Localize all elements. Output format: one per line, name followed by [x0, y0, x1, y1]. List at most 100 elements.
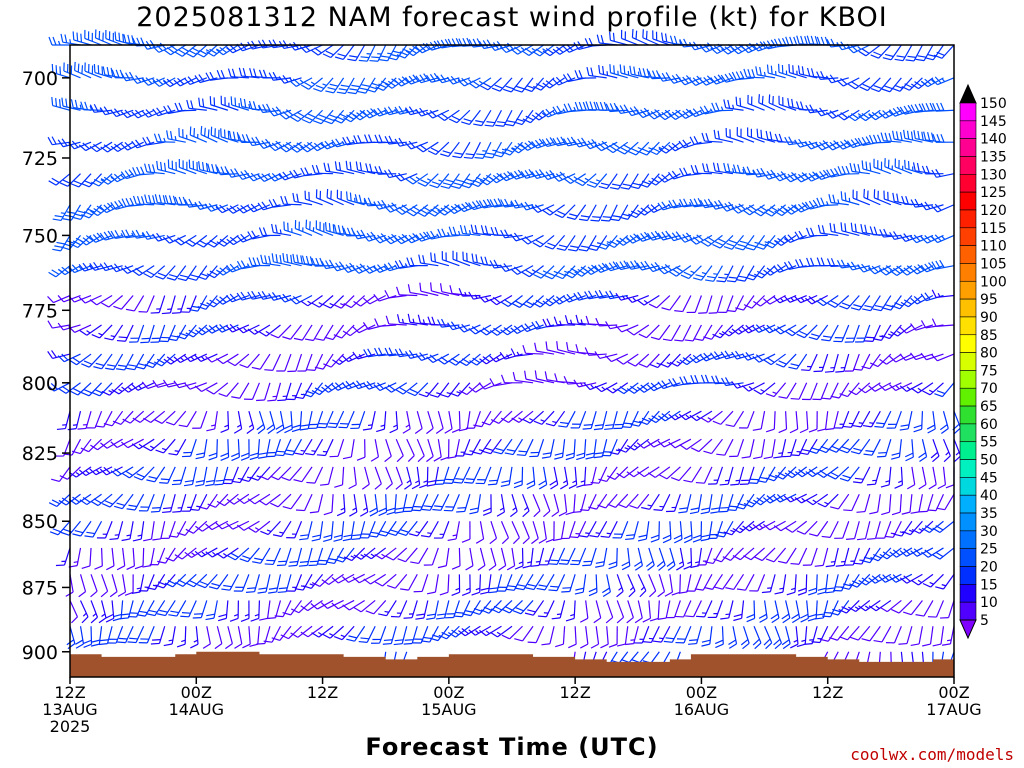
wind-barb [227, 353, 250, 367]
barb-staff [116, 438, 134, 449]
wind-barb [374, 466, 382, 490]
barb-feather [290, 116, 299, 122]
barb-half-feather [75, 471, 80, 476]
barb-feather [480, 256, 485, 265]
barb-feather [541, 643, 551, 646]
barb-feather [220, 428, 229, 433]
wind-barb [122, 410, 145, 424]
barb-feather [530, 564, 540, 567]
barb-feather [495, 150, 504, 155]
barb-feather [526, 84, 535, 90]
barb-staff [265, 324, 281, 337]
barb-feather [545, 298, 554, 305]
barb-feather [94, 389, 103, 394]
barb-staff [405, 547, 418, 563]
wind-barb [585, 439, 597, 460]
barb-feather [352, 351, 359, 360]
barb-feather [50, 383, 58, 390]
barb-staff [100, 600, 107, 619]
wind-barb [529, 438, 545, 458]
barb-staff [412, 44, 429, 57]
barb-staff [437, 439, 442, 458]
wind-barb [112, 410, 134, 425]
barb-feather [389, 428, 398, 434]
wind-barb [58, 382, 81, 394]
barb-staff [378, 294, 397, 302]
barb-staff [475, 77, 492, 89]
barb-feather [513, 121, 523, 126]
barb-half-feather [136, 587, 142, 590]
barb-feather [240, 452, 250, 457]
barb-feather [137, 362, 147, 367]
barb-staff [549, 626, 555, 644]
barb-half-feather [126, 534, 131, 537]
barb-feather [563, 376, 569, 385]
barb-feather [258, 69, 264, 79]
barb-staff [161, 353, 176, 367]
barb-half-feather [101, 613, 106, 617]
wind-barb [568, 626, 577, 649]
barb-staff [360, 599, 376, 613]
barb-feather [239, 98, 243, 107]
barb-feather [480, 609, 490, 614]
barb-feather [262, 227, 268, 236]
wind-barb [247, 172, 271, 182]
wind-barb [338, 410, 355, 429]
wind-barb [178, 158, 197, 175]
barb-feather [408, 106, 415, 115]
barb-feather [458, 428, 468, 432]
barb-staff [107, 141, 123, 153]
barb-staff [416, 438, 425, 457]
barb-staff [243, 493, 260, 505]
barb-staff [350, 295, 366, 308]
barb-staff [557, 349, 576, 355]
barb-feather [166, 235, 174, 242]
barb-feather [437, 565, 447, 569]
barb-staff [499, 77, 513, 92]
barb-half-feather [637, 71, 640, 76]
barb-feather [433, 456, 442, 462]
barb-staff [553, 410, 566, 427]
barb-feather [236, 206, 244, 214]
wind-barb [89, 294, 113, 306]
barb-feather [623, 65, 626, 75]
barb-staff [637, 574, 647, 591]
barb-staff [637, 493, 650, 509]
barb-staff [429, 520, 439, 538]
wind-barb [311, 573, 334, 587]
barb-staff [525, 378, 544, 384]
barb-feather [343, 556, 353, 562]
barb-feather [61, 97, 64, 107]
wind-barb [264, 353, 282, 371]
barb-feather [268, 72, 274, 81]
wind-barb [116, 547, 126, 571]
barb-half-feather [467, 79, 472, 83]
barb-feather [195, 329, 203, 336]
barb-feather [546, 318, 552, 327]
barb-staff [146, 141, 165, 146]
barb-staff [253, 173, 271, 182]
barb-feather [484, 447, 494, 452]
wind-barb [626, 600, 634, 624]
barb-feather [489, 378, 495, 387]
barb-staff [336, 232, 355, 237]
barb-feather [184, 479, 194, 483]
barb-feather [47, 320, 53, 329]
barb-feather [178, 424, 188, 428]
wind-barb [343, 547, 366, 562]
barb-feather [662, 538, 672, 544]
wind-barb [121, 466, 145, 479]
wind-barb [302, 382, 324, 398]
barb-feather [500, 484, 510, 487]
wind-barb [173, 353, 197, 364]
barb-feather [493, 198, 499, 207]
barb-staff [124, 324, 134, 342]
barb-feather [163, 80, 171, 88]
barb-staff [106, 626, 113, 644]
barb-feather [216, 49, 224, 56]
wind-barb [57, 353, 81, 363]
barb-feather [81, 214, 90, 219]
barb-feather [72, 216, 81, 221]
barb-feather [473, 123, 482, 127]
wind-barb [480, 77, 502, 91]
